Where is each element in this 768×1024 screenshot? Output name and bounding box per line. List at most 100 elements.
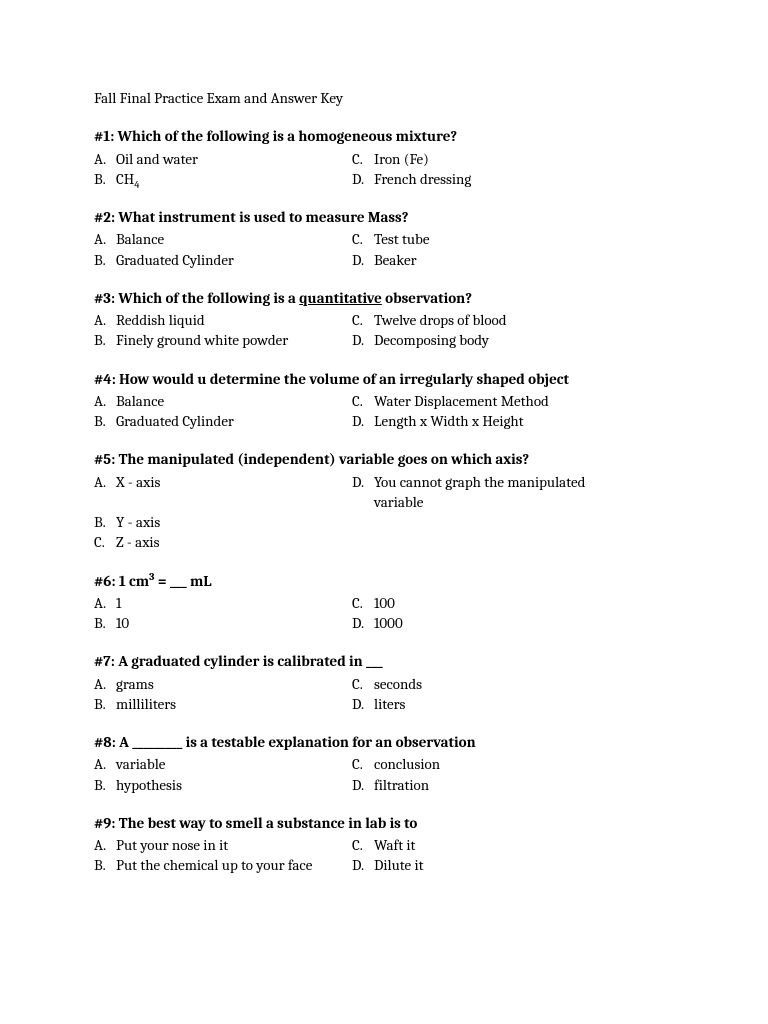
answer-letter: B. — [94, 169, 116, 189]
question-prompt-text: A graduated cylinder is calibrated in __… — [118, 652, 383, 670]
answer-option: A.Balance — [94, 391, 344, 411]
answer-letter: A. — [94, 391, 116, 411]
question-prompt-text: The manipulated (independent) variable g… — [119, 450, 530, 468]
answer-letter: A. — [94, 149, 116, 169]
answer-option — [352, 532, 602, 552]
answer-option: A.1 — [94, 593, 344, 613]
answer-text: Balance — [116, 391, 164, 411]
answer-option: C.Z - axis — [94, 532, 344, 552]
answer-option: C.100 — [352, 593, 602, 613]
answers-grid: A.Oil and water C.Iron (Fe) B.CH4 D.French … — [94, 149, 674, 190]
answer-letter: D. — [352, 411, 374, 431]
answer-option: D.You cannot graph the manipulated varia… — [352, 472, 602, 513]
answer-option: B.Y - axis — [94, 512, 344, 532]
answer-letter: A. — [94, 593, 116, 613]
answer-text: Graduated Cylinder — [116, 250, 234, 270]
answer-letter: D. — [352, 775, 374, 795]
answer-text: You cannot graph the manipulated variabl… — [374, 472, 602, 513]
question-prompt: #5: The manipulated (independent) variab… — [94, 449, 674, 469]
question-prompt: #4: How would u determine the volume of … — [94, 369, 674, 389]
question-prompt: #6: 1 cm3 = ___ mL — [94, 571, 674, 591]
answer-text: grams — [116, 674, 154, 694]
answer-option: C.Waft it — [352, 835, 602, 855]
answer-option: C.Test tube — [352, 229, 602, 249]
answer-letter: B. — [94, 775, 116, 795]
question-number: #4: — [94, 370, 119, 388]
question-block: #2: What instrument is used to measure M… — [94, 207, 674, 270]
answer-text: Iron (Fe) — [374, 149, 429, 169]
answer-option: A.Balance — [94, 229, 344, 249]
answer-text: Waft it — [374, 835, 415, 855]
answer-text: seconds — [374, 674, 422, 694]
answer-letter: C. — [352, 835, 374, 855]
answer-letter: C. — [352, 754, 374, 774]
answers-grid: A.X - axis D.You cannot graph the manipul… — [94, 472, 674, 553]
question-prompt-underlined: quantitative — [299, 289, 382, 307]
answer-letter: A. — [94, 835, 116, 855]
answers-grid: A.Balance C.Test tube B.Graduated Cylinder… — [94, 229, 674, 270]
answer-letter: C. — [352, 674, 374, 694]
answer-option: D.Length x Width x Height — [352, 411, 602, 431]
answer-option — [352, 512, 602, 532]
answer-option: C.seconds — [352, 674, 602, 694]
question-number: #7: — [94, 652, 118, 670]
answer-option: B.Put the chemical up to your face — [94, 855, 344, 875]
answer-option: D.filtration — [352, 775, 602, 795]
answer-text: conclusion — [374, 754, 440, 774]
answer-option: B.CH4 — [94, 169, 344, 189]
answer-option: B.Graduated Cylinder — [94, 250, 344, 270]
answer-option: B.Finely ground white powder — [94, 330, 344, 350]
answer-text: milliliters — [116, 694, 176, 714]
question-number: #8: — [94, 733, 119, 751]
document-title: Fall Final Practice Exam and Answer Key — [94, 88, 674, 108]
answer-letter: A. — [94, 754, 116, 774]
answer-letter: C. — [352, 391, 374, 411]
answer-text: Oil and water — [116, 149, 198, 169]
question-prompt-text: Which of the following is a homogeneous … — [118, 127, 458, 145]
answer-option: D.Beaker — [352, 250, 602, 270]
answer-option: A.Put your nose in it — [94, 835, 344, 855]
question-number: #5: — [94, 450, 119, 468]
question-prompt-suffix: observation? — [382, 289, 472, 307]
question-prompt-text: How would u determine the volume of an i… — [119, 370, 569, 388]
answer-option: B.milliliters — [94, 694, 344, 714]
answer-letter: C. — [352, 229, 374, 249]
answer-text: Twelve drops of blood — [374, 310, 507, 330]
answer-letter: C. — [352, 593, 374, 613]
answer-option: B.hypothesis — [94, 775, 344, 795]
question-block: #7: A graduated cylinder is calibrated i… — [94, 651, 674, 714]
answer-text: Decomposing body — [374, 330, 489, 350]
question-block: #5: The manipulated (independent) variab… — [94, 449, 674, 552]
answer-letter: D. — [352, 472, 374, 492]
answer-letter: D. — [352, 169, 374, 189]
answer-letter: B. — [94, 855, 116, 875]
answer-letter: D. — [352, 613, 374, 633]
answer-text: Test tube — [374, 229, 429, 249]
answer-text: Water Displacement Method — [374, 391, 549, 411]
answers-grid: A.BalanceC.Water Displacement MethodB.Gr… — [94, 391, 674, 432]
answer-letter: D. — [352, 330, 374, 350]
answer-letter: A. — [94, 472, 116, 492]
answer-text: Balance — [116, 229, 164, 249]
question-block: #4: How would u determine the volume of … — [94, 369, 674, 432]
question-block: #8: A _________ is a testable explanatio… — [94, 732, 674, 795]
answer-option: C.conclusion — [352, 754, 602, 774]
answer-letter: C. — [352, 149, 374, 169]
answer-option: A.Reddish liquid — [94, 310, 344, 330]
question-block: #9: The best way to smell a substance in… — [94, 813, 674, 876]
answer-text: Graduated Cylinder — [116, 411, 234, 431]
answer-option: A.Oil and water — [94, 149, 344, 169]
answer-letter: B. — [94, 613, 116, 633]
answer-option: D.Dilute it — [352, 855, 602, 875]
answer-text: Z - axis — [116, 532, 159, 552]
answer-text: X - axis — [116, 472, 160, 492]
question-prompt: #2: What instrument is used to measure M… — [94, 207, 674, 227]
question-number: #3: — [94, 289, 118, 307]
answer-letter: A. — [94, 229, 116, 249]
answer-text: Put the chemical up to your face — [116, 855, 312, 875]
answer-text: French dressing — [374, 169, 471, 189]
question-number: #2: — [94, 208, 118, 226]
answer-option: D.Decomposing body — [352, 330, 602, 350]
answer-text: 1 — [116, 593, 121, 613]
answers-grid: A.1C.100B.10D.1000 — [94, 593, 674, 634]
